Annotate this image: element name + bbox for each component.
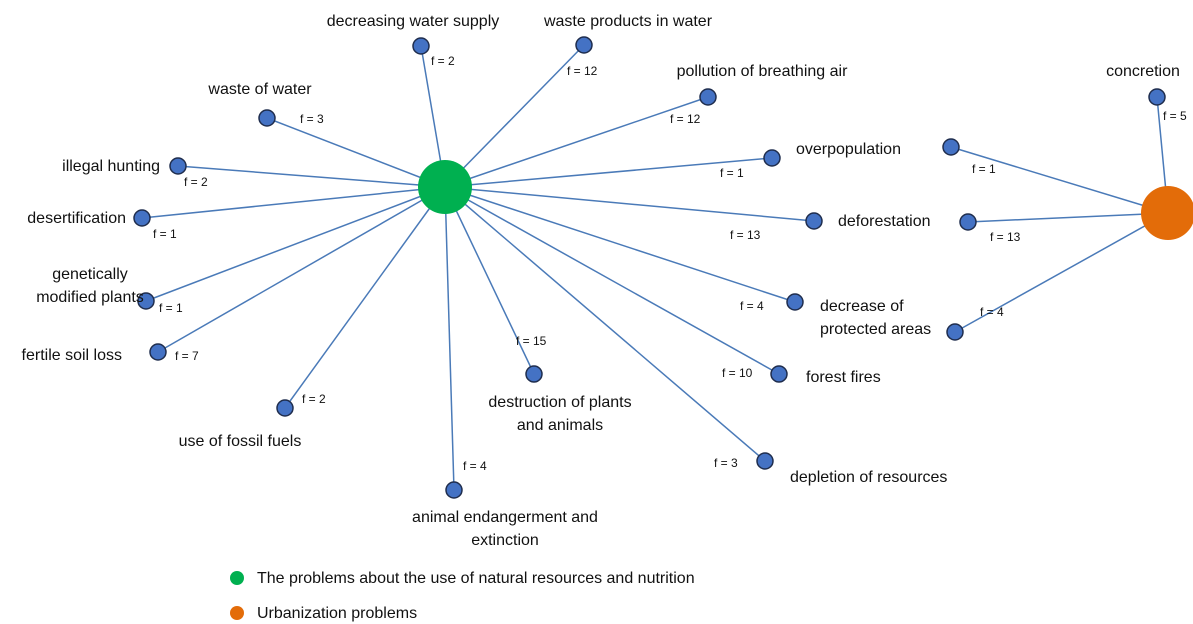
edge xyxy=(444,96,709,188)
frequency-label: f = 4 xyxy=(980,305,1004,319)
node xyxy=(169,157,187,175)
frequency-label: f = 1 xyxy=(972,162,996,176)
edge xyxy=(444,186,766,462)
node xyxy=(1148,88,1166,106)
node xyxy=(149,343,167,361)
node xyxy=(756,452,774,470)
node-label: modified plants xyxy=(36,289,144,306)
node-label: decreasing water supply xyxy=(327,13,500,30)
frequency-label: f = 4 xyxy=(740,299,764,313)
frequency-label: f = 2 xyxy=(184,175,208,189)
node xyxy=(770,365,788,383)
edge xyxy=(444,44,585,188)
node xyxy=(805,212,823,230)
frequency-label: f = 15 xyxy=(516,334,547,348)
edge xyxy=(145,186,446,302)
node-label: pollution of breathing air xyxy=(677,63,848,80)
edge xyxy=(284,186,446,409)
node xyxy=(276,399,294,417)
node xyxy=(942,138,960,156)
edge xyxy=(954,212,1169,333)
frequency-label: f = 12 xyxy=(670,112,701,126)
node-label: and animals xyxy=(517,417,603,434)
frequency-label: f = 1 xyxy=(153,227,177,241)
node-label: destruction of plants xyxy=(488,394,631,411)
node xyxy=(525,365,543,383)
frequency-label: f = 7 xyxy=(175,349,199,363)
hub-natural-resources xyxy=(418,160,472,214)
node xyxy=(959,213,977,231)
node-label: decrease of xyxy=(820,298,904,315)
edge xyxy=(266,117,446,188)
frequency-label: f = 4 xyxy=(463,459,487,473)
node xyxy=(258,109,276,127)
edge xyxy=(950,146,1169,214)
frequency-label: f = 12 xyxy=(567,64,598,78)
node-label: animal endangerment and xyxy=(412,509,598,526)
node-label: deforestation xyxy=(838,213,931,230)
node xyxy=(575,36,593,54)
edge xyxy=(444,186,815,222)
node-label: concretion xyxy=(1106,63,1180,80)
frequency-label: f = 13 xyxy=(990,230,1021,244)
frequency-label: f = 2 xyxy=(302,392,326,406)
edge xyxy=(444,157,773,188)
edge xyxy=(967,212,1169,223)
node xyxy=(786,293,804,311)
node-label: depletion of resources xyxy=(790,469,947,486)
node-label: extinction xyxy=(471,532,539,549)
node xyxy=(763,149,781,167)
node xyxy=(699,88,717,106)
node-label: illegal hunting xyxy=(62,158,160,175)
frequency-label: f = 3 xyxy=(714,456,738,470)
frequency-label: f = 10 xyxy=(722,366,753,380)
node-label: forest fires xyxy=(806,369,881,386)
edge xyxy=(444,186,796,303)
frequency-label: f = 3 xyxy=(300,112,324,126)
node-label: genetically xyxy=(52,266,128,283)
edge xyxy=(444,186,535,375)
node xyxy=(946,323,964,341)
node-label: waste of water xyxy=(207,81,312,98)
edge xyxy=(157,186,446,353)
edges xyxy=(141,44,1169,491)
node xyxy=(133,209,151,227)
legend-swatch xyxy=(230,571,244,585)
node-label: desertification xyxy=(27,210,126,227)
frequency-label: f = 2 xyxy=(431,54,455,68)
node-label: fertile soil loss xyxy=(22,347,122,364)
node xyxy=(137,292,155,310)
frequency-label: f = 5 xyxy=(1163,109,1187,123)
node-label: use of fossil fuels xyxy=(179,433,302,450)
frequency-label: f = 13 xyxy=(730,228,761,242)
legend-text: The problems about the use of natural re… xyxy=(257,570,695,587)
legend-text: Urbanization problems xyxy=(257,605,417,622)
edge xyxy=(141,186,446,219)
node-label: overpopulation xyxy=(796,141,901,158)
frequency-label: f = 1 xyxy=(720,166,744,180)
node xyxy=(412,37,430,55)
frequency-label: f = 1 xyxy=(159,301,183,315)
edge xyxy=(444,186,780,375)
node xyxy=(445,481,463,499)
node-label: waste products in water xyxy=(543,13,713,30)
edge xyxy=(444,186,455,491)
edge xyxy=(177,165,446,188)
node-label: protected areas xyxy=(820,321,931,338)
hub-urbanization xyxy=(1141,186,1193,240)
legend-swatch xyxy=(230,606,244,620)
